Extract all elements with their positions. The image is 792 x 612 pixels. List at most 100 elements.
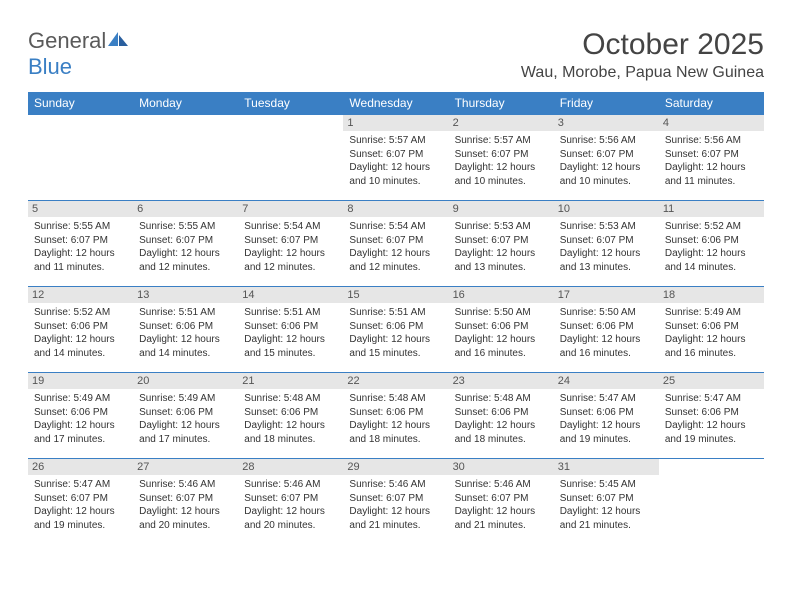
day-info: Sunrise: 5:48 AMSunset: 6:06 PMDaylight:… (455, 392, 548, 446)
calendar-week-row: 12 Sunrise: 5:52 AMSunset: 6:06 PMDayligh… (28, 287, 764, 373)
calendar-day-cell: 13 Sunrise: 5:51 AMSunset: 6:06 PMDayligh… (133, 287, 238, 373)
day-info: Sunrise: 5:50 AMSunset: 6:06 PMDaylight:… (455, 306, 548, 360)
calendar-day-cell: 18 Sunrise: 5:49 AMSunset: 6:06 PMDayligh… (659, 287, 764, 373)
calendar-day-cell: 24 Sunrise: 5:47 AMSunset: 6:06 PMDayligh… (554, 373, 659, 459)
day-number: 21 (238, 373, 343, 389)
day-info: Sunrise: 5:46 AMSunset: 6:07 PMDaylight:… (139, 478, 232, 532)
logo: General Blue (28, 28, 130, 80)
calendar-day-cell: 28Sunrise: 5:46 AMSunset: 6:07 PMDayligh… (238, 459, 343, 545)
day-info: Sunrise: 5:55 AMSunset: 6:07 PMDaylight:… (34, 220, 127, 274)
calendar-week-row: 19 Sunrise: 5:49 AMSunset: 6:06 PMDayligh… (28, 373, 764, 459)
calendar-table: SundayMondayTuesdayWednesdayThursdayFrid… (28, 92, 764, 545)
day-info: Sunrise: 5:57 AMSunset: 6:07 PMDaylight:… (455, 134, 548, 188)
day-number: 18 (659, 287, 764, 303)
day-info: Sunrise: 5:47 AMSunset: 6:06 PMDaylight:… (560, 392, 653, 446)
day-number: 22 (343, 373, 448, 389)
calendar-day-cell: 14Sunrise: 5:51 AMSunset: 6:06 PMDayligh… (238, 287, 343, 373)
calendar-day-cell: 9 Sunrise: 5:53 AMSunset: 6:07 PMDaylight… (449, 201, 554, 287)
day-info: Sunrise: 5:52 AMSunset: 6:06 PMDaylight:… (34, 306, 127, 360)
day-number: 24 (554, 373, 659, 389)
calendar-day-cell: 26 Sunrise: 5:47 AMSunset: 6:07 PMDayligh… (28, 459, 133, 545)
logo-word-general: General (28, 28, 106, 53)
calendar-day-cell: 10Sunrise: 5:53 AMSunset: 6:07 PMDayligh… (554, 201, 659, 287)
weekday-header: Friday (554, 92, 659, 115)
calendar-day-cell: 11Sunrise: 5:52 AMSunset: 6:06 PMDayligh… (659, 201, 764, 287)
calendar-day-cell: 21 Sunrise: 5:48 AMSunset: 6:06 PMDayligh… (238, 373, 343, 459)
calendar-week-row: 5 Sunrise: 5:55 AMSunset: 6:07 PMDaylight… (28, 201, 764, 287)
day-info: Sunrise: 5:57 AMSunset: 6:07 PMDaylight:… (349, 134, 442, 188)
day-number: 26 (28, 459, 133, 475)
day-number: 8 (343, 201, 448, 217)
weekday-header: Monday (133, 92, 238, 115)
day-info: Sunrise: 5:46 AMSunset: 6:07 PMDaylight:… (349, 478, 442, 532)
day-number: 20 (133, 373, 238, 389)
calendar-day-cell: 1 Sunrise: 5:57 AMSunset: 6:07 PMDaylight… (343, 115, 448, 201)
day-number: 1 (343, 115, 448, 131)
calendar-day-cell: 2 Sunrise: 5:57 AMSunset: 6:07 PMDaylight… (449, 115, 554, 201)
day-info: Sunrise: 5:53 AMSunset: 6:07 PMDaylight:… (455, 220, 548, 274)
calendar-day-cell: . (28, 115, 133, 201)
calendar-day-cell: 29 Sunrise: 5:46 AMSunset: 6:07 PMDayligh… (343, 459, 448, 545)
calendar-day-cell: 17Sunrise: 5:50 AMSunset: 6:06 PMDayligh… (554, 287, 659, 373)
weekday-header-row: SundayMondayTuesdayWednesdayThursdayFrid… (28, 92, 764, 115)
title-block: October 2025 Wau, Morobe, Papua New Guin… (521, 28, 764, 82)
day-number: 19 (28, 373, 133, 389)
weekday-header: Thursday (449, 92, 554, 115)
day-info: Sunrise: 5:51 AMSunset: 6:06 PMDaylight:… (139, 306, 232, 360)
day-info: Sunrise: 5:50 AMSunset: 6:06 PMDaylight:… (560, 306, 653, 360)
day-number: 23 (449, 373, 554, 389)
calendar-day-cell: 6 Sunrise: 5:55 AMSunset: 6:07 PMDaylight… (133, 201, 238, 287)
day-info: Sunrise: 5:52 AMSunset: 6:06 PMDaylight:… (665, 220, 758, 274)
day-number: 25 (659, 373, 764, 389)
calendar-day-cell: 27 Sunrise: 5:46 AMSunset: 6:07 PMDayligh… (133, 459, 238, 545)
day-number: 28 (238, 459, 343, 475)
day-number: 6 (133, 201, 238, 217)
calendar-day-cell: 15Sunrise: 5:51 AMSunset: 6:06 PMDayligh… (343, 287, 448, 373)
calendar-day-cell: 25 Sunrise: 5:47 AMSunset: 6:06 PMDayligh… (659, 373, 764, 459)
day-number: 5 (28, 201, 133, 217)
day-info: Sunrise: 5:48 AMSunset: 6:06 PMDaylight:… (349, 392, 442, 446)
day-number: 13 (133, 287, 238, 303)
calendar-day-cell: . (133, 115, 238, 201)
weekday-header: Wednesday (343, 92, 448, 115)
day-info: Sunrise: 5:49 AMSunset: 6:06 PMDaylight:… (665, 306, 758, 360)
logo-text: General Blue (28, 28, 130, 80)
day-number: 9 (449, 201, 554, 217)
day-info: Sunrise: 5:48 AMSunset: 6:06 PMDaylight:… (244, 392, 337, 446)
day-number: 30 (449, 459, 554, 475)
calendar-day-cell: . (659, 459, 764, 545)
calendar-day-cell: 8Sunrise: 5:54 AMSunset: 6:07 PMDaylight… (343, 201, 448, 287)
calendar-body: ...1Sunrise: 5:57 AMSunset: 6:07 PMDayli… (28, 115, 764, 545)
calendar-day-cell: . (238, 115, 343, 201)
day-info: Sunrise: 5:47 AMSunset: 6:06 PMDaylight:… (665, 392, 758, 446)
day-info: Sunrise: 5:49 AMSunset: 6:06 PMDaylight:… (139, 392, 232, 446)
calendar-day-cell: 31 Sunrise: 5:45 AMSunset: 6:07 PMDayligh… (554, 459, 659, 545)
day-number: 16 (449, 287, 554, 303)
day-number: 2 (449, 115, 554, 131)
day-number: 4 (659, 115, 764, 131)
calendar-week-row: ...1Sunrise: 5:57 AMSunset: 6:07 PMDayli… (28, 115, 764, 201)
calendar-day-cell: 3Sunrise: 5:56 AMSunset: 6:07 PMDaylight… (554, 115, 659, 201)
calendar-day-cell: 20 Sunrise: 5:49 AMSunset: 6:06 PMDayligh… (133, 373, 238, 459)
calendar-day-cell: 7Sunrise: 5:54 AMSunset: 6:07 PMDaylight… (238, 201, 343, 287)
location: Wau, Morobe, Papua New Guinea (521, 64, 764, 82)
day-number: 7 (238, 201, 343, 217)
logo-word-blue: Blue (28, 54, 72, 79)
day-number: 31 (554, 459, 659, 475)
calendar-day-cell: 23 Sunrise: 5:48 AMSunset: 6:06 PMDayligh… (449, 373, 554, 459)
day-info: Sunrise: 5:56 AMSunset: 6:07 PMDaylight:… (665, 134, 758, 188)
day-info: Sunrise: 5:55 AMSunset: 6:07 PMDaylight:… (139, 220, 232, 274)
day-number: 27 (133, 459, 238, 475)
weekday-header: Sunday (28, 92, 133, 115)
day-info: Sunrise: 5:49 AMSunset: 6:06 PMDaylight:… (34, 392, 127, 446)
day-info: Sunrise: 5:45 AMSunset: 6:07 PMDaylight:… (560, 478, 653, 532)
month-title: October 2025 (521, 28, 764, 62)
header: General Blue October 2025 Wau, Morobe, P… (28, 28, 764, 82)
day-info: Sunrise: 5:47 AMSunset: 6:07 PMDaylight:… (34, 478, 127, 532)
calendar-day-cell: 12 Sunrise: 5:52 AMSunset: 6:06 PMDayligh… (28, 287, 133, 373)
day-number: 12 (28, 287, 133, 303)
day-number: 29 (343, 459, 448, 475)
calendar-day-cell: 19 Sunrise: 5:49 AMSunset: 6:06 PMDayligh… (28, 373, 133, 459)
calendar-day-cell: 22 Sunrise: 5:48 AMSunset: 6:06 PMDayligh… (343, 373, 448, 459)
day-info: Sunrise: 5:56 AMSunset: 6:07 PMDaylight:… (560, 134, 653, 188)
